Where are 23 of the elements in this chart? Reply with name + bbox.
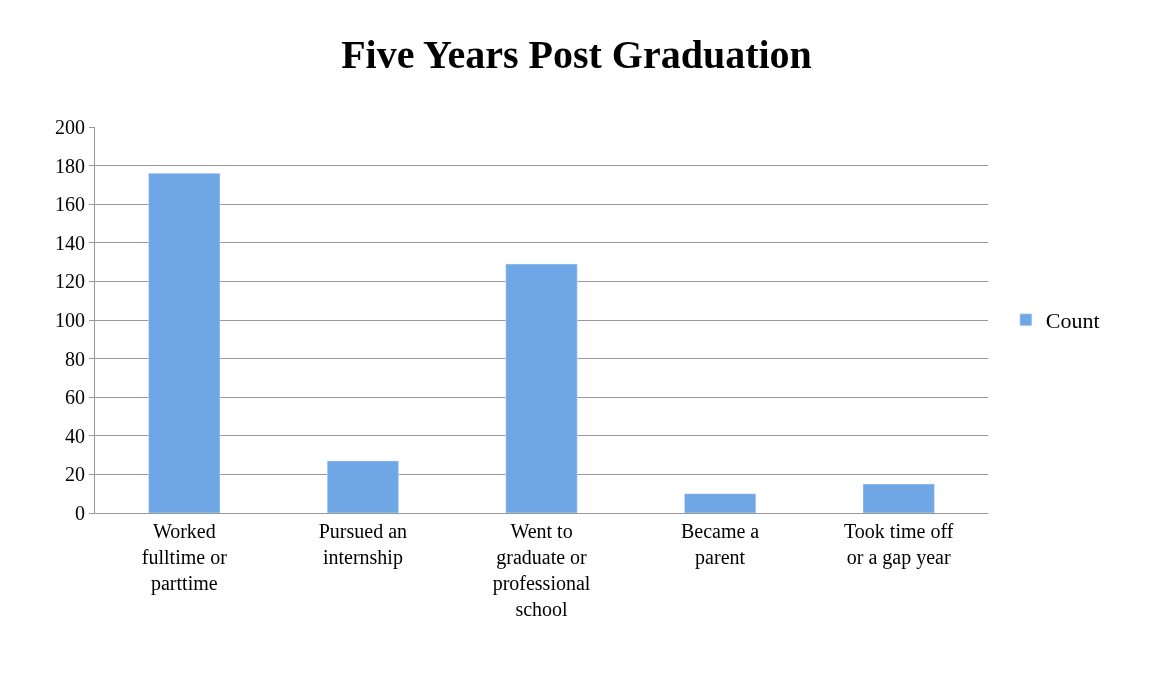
x-tick-label: Went to graduate or professional school	[492, 520, 591, 620]
bar	[326, 460, 399, 513]
y-tick-label: 140	[55, 231, 85, 254]
x-tick-label: Worked fulltime or parttime	[141, 520, 228, 595]
y-tick-label: 60	[65, 386, 85, 409]
y-tick-label: 40	[65, 424, 85, 447]
y-tick-label: 100	[55, 309, 85, 331]
x-tick-label: Became a parent	[680, 520, 760, 569]
y-tick-label: 120	[55, 270, 85, 293]
x-tick-label: Pursued an internship	[318, 520, 408, 569]
legend-label: Count	[1045, 308, 1100, 334]
y-tick-label: 0	[75, 502, 85, 524]
chart-title: Five Years Post Graduation	[341, 32, 812, 78]
bar	[505, 263, 578, 513]
y-tick-label: 160	[55, 193, 85, 216]
y-tick-label: 20	[65, 463, 85, 486]
bar	[862, 483, 935, 513]
y-tick-label: 200	[55, 116, 85, 138]
y-tick-label: 80	[65, 347, 85, 370]
x-tick-label: Took time off or a gap year	[844, 520, 954, 569]
bar	[148, 173, 221, 513]
bar	[684, 493, 757, 513]
y-tick-label: 180	[55, 154, 85, 177]
